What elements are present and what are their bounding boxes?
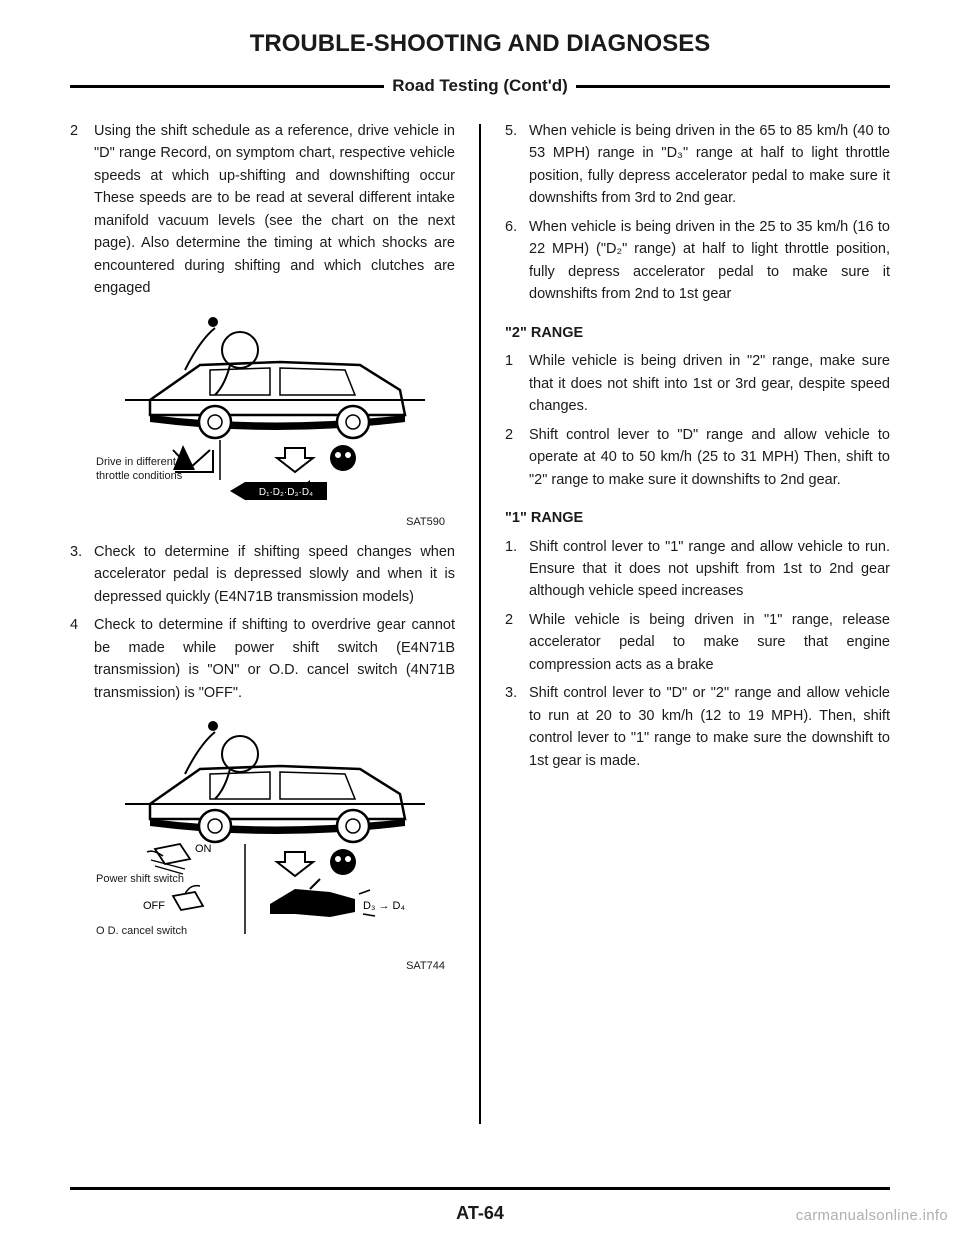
item-number: 6. — [505, 216, 529, 306]
item-text: Shift control lever to "1" range and all… — [529, 536, 890, 603]
range-2-heading: "2" RANGE — [505, 322, 890, 344]
list-item: 1 While vehicle is being driven in "2" r… — [505, 350, 890, 417]
list-item: 1. Shift control lever to "1" range and … — [505, 536, 890, 603]
item-text: Using the shift schedule as a reference,… — [94, 120, 455, 300]
left-column: 2 Using the shift schedule as a referenc… — [70, 120, 455, 1124]
list-item: 2 While vehicle is being driven in "1" r… — [505, 609, 890, 676]
column-divider — [479, 124, 481, 1124]
power-shift-label: Power shift switch — [96, 872, 184, 886]
subtitle-row: Road Testing (Cont'd) — [70, 76, 890, 96]
rule-right — [576, 85, 890, 88]
item-text: Shift control lever to "D" range and all… — [529, 424, 890, 491]
item-number: 2 — [70, 120, 94, 300]
list-item: 6. When vehicle is being driven in the 2… — [505, 216, 890, 306]
van-switch-svg: ON OFF D₃ → D₄ — [95, 714, 425, 944]
fig1-caption: Drive in differentthrottle conditions — [96, 455, 206, 484]
item-text: While vehicle is being driven in "2" ran… — [529, 350, 890, 417]
list-item: 2 Using the shift schedule as a referenc… — [70, 120, 455, 300]
list-item: 4 Check to determine if shifting to over… — [70, 614, 455, 704]
item-text: Shift control lever to "D" or "2" range … — [529, 682, 890, 772]
item-number: 1. — [505, 536, 529, 603]
fig2-label: SAT744 — [70, 958, 455, 975]
item-text: While vehicle is being driven in "1" ran… — [529, 609, 890, 676]
list-item: 2 Shift control lever to "D" range and a… — [505, 424, 890, 491]
list-item: 5. When vehicle is being driven in the 6… — [505, 120, 890, 210]
item-number: 5. — [505, 120, 529, 210]
fig1-badge-text: D₁·D₂·D₃·D₄ — [259, 487, 313, 498]
illustration-2: ON OFF D₃ → D₄ Power shift — [90, 714, 430, 944]
list-item: 3. Shift control lever to "D" or "2" ran… — [505, 682, 890, 772]
item-text: Check to determine if shifting to overdr… — [94, 614, 455, 704]
subtitle: Road Testing (Cont'd) — [392, 76, 568, 96]
list-item: 3. Check to determine if shifting speed … — [70, 541, 455, 608]
watermark: carmanualsonline.info — [796, 1207, 948, 1224]
rule-left — [70, 85, 384, 88]
od-cancel-label: O D. cancel switch — [96, 924, 187, 938]
illustration-1: D₁·D₂·D₃·D₄ Drive in differentthrottle c… — [90, 310, 430, 500]
item-number: 1 — [505, 350, 529, 417]
item-number: 3. — [505, 682, 529, 772]
page-title: TROUBLE-SHOOTING AND DIAGNOSES — [70, 30, 890, 58]
item-number: 3. — [70, 541, 94, 608]
bottom-rule — [70, 1187, 890, 1190]
on-label: ON — [195, 843, 212, 855]
item-text: Check to determine if shifting speed cha… — [94, 541, 455, 608]
right-column: 5. When vehicle is being driven in the 6… — [505, 120, 890, 1124]
item-text: When vehicle is being driven in the 65 t… — [529, 120, 890, 210]
item-text: When vehicle is being driven in the 25 t… — [529, 216, 890, 306]
off-label: OFF — [143, 900, 165, 912]
d3d4-label: D₃ → D₄ — [363, 900, 405, 912]
item-number: 4 — [70, 614, 94, 704]
range-1-heading: "1" RANGE — [505, 507, 890, 529]
fig1-label: SAT590 — [70, 514, 455, 531]
content-columns: 2 Using the shift schedule as a referenc… — [70, 120, 890, 1124]
item-number: 2 — [505, 609, 529, 676]
item-number: 2 — [505, 424, 529, 491]
